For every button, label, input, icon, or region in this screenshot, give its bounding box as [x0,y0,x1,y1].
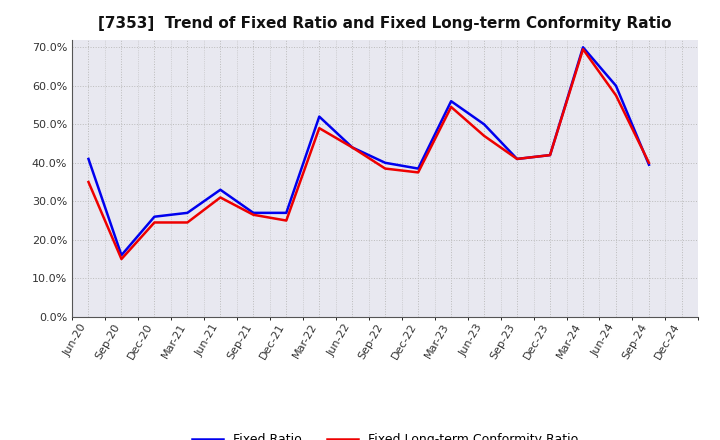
Fixed Long-term Conformity Ratio [84,180,93,185]
Fixed Ratio [216,187,225,192]
Title: [7353]  Trend of Fixed Ratio and Fixed Long-term Conformity Ratio: [7353] Trend of Fixed Ratio and Fixed Lo… [99,16,672,32]
Legend: Fixed Ratio, Fixed Long-term Conformity Ratio: Fixed Ratio, Fixed Long-term Conformity … [187,429,583,440]
Fixed Long-term Conformity Ratio [644,160,653,165]
Fixed Ratio [480,121,488,127]
Fixed Long-term Conformity Ratio [612,93,621,98]
Fixed Long-term Conformity Ratio [348,145,356,150]
Fixed Long-term Conformity Ratio [216,195,225,200]
Fixed Long-term Conformity Ratio [546,152,554,158]
Fixed Ratio [546,152,554,158]
Fixed Long-term Conformity Ratio [315,125,323,131]
Line: Fixed Ratio: Fixed Ratio [89,47,649,255]
Fixed Long-term Conformity Ratio [249,212,258,217]
Fixed Long-term Conformity Ratio [117,257,126,262]
Fixed Long-term Conformity Ratio [150,220,158,225]
Fixed Ratio [447,99,456,104]
Fixed Long-term Conformity Ratio [282,218,291,223]
Fixed Ratio [249,210,258,216]
Fixed Ratio [282,210,291,216]
Fixed Long-term Conformity Ratio [414,170,423,175]
Fixed Long-term Conformity Ratio [183,220,192,225]
Fixed Ratio [644,162,653,167]
Fixed Long-term Conformity Ratio [579,47,588,52]
Fixed Ratio [612,83,621,88]
Fixed Ratio [84,156,93,161]
Fixed Long-term Conformity Ratio [381,166,390,171]
Fixed Ratio [381,160,390,165]
Fixed Ratio [579,44,588,50]
Fixed Long-term Conformity Ratio [447,104,456,110]
Line: Fixed Long-term Conformity Ratio: Fixed Long-term Conformity Ratio [89,49,649,259]
Fixed Ratio [513,156,521,161]
Fixed Long-term Conformity Ratio [513,156,521,161]
Fixed Ratio [150,214,158,219]
Fixed Ratio [414,166,423,171]
Fixed Ratio [183,210,192,216]
Fixed Ratio [315,114,323,119]
Fixed Ratio [348,145,356,150]
Fixed Long-term Conformity Ratio [480,133,488,139]
Fixed Ratio [117,253,126,258]
